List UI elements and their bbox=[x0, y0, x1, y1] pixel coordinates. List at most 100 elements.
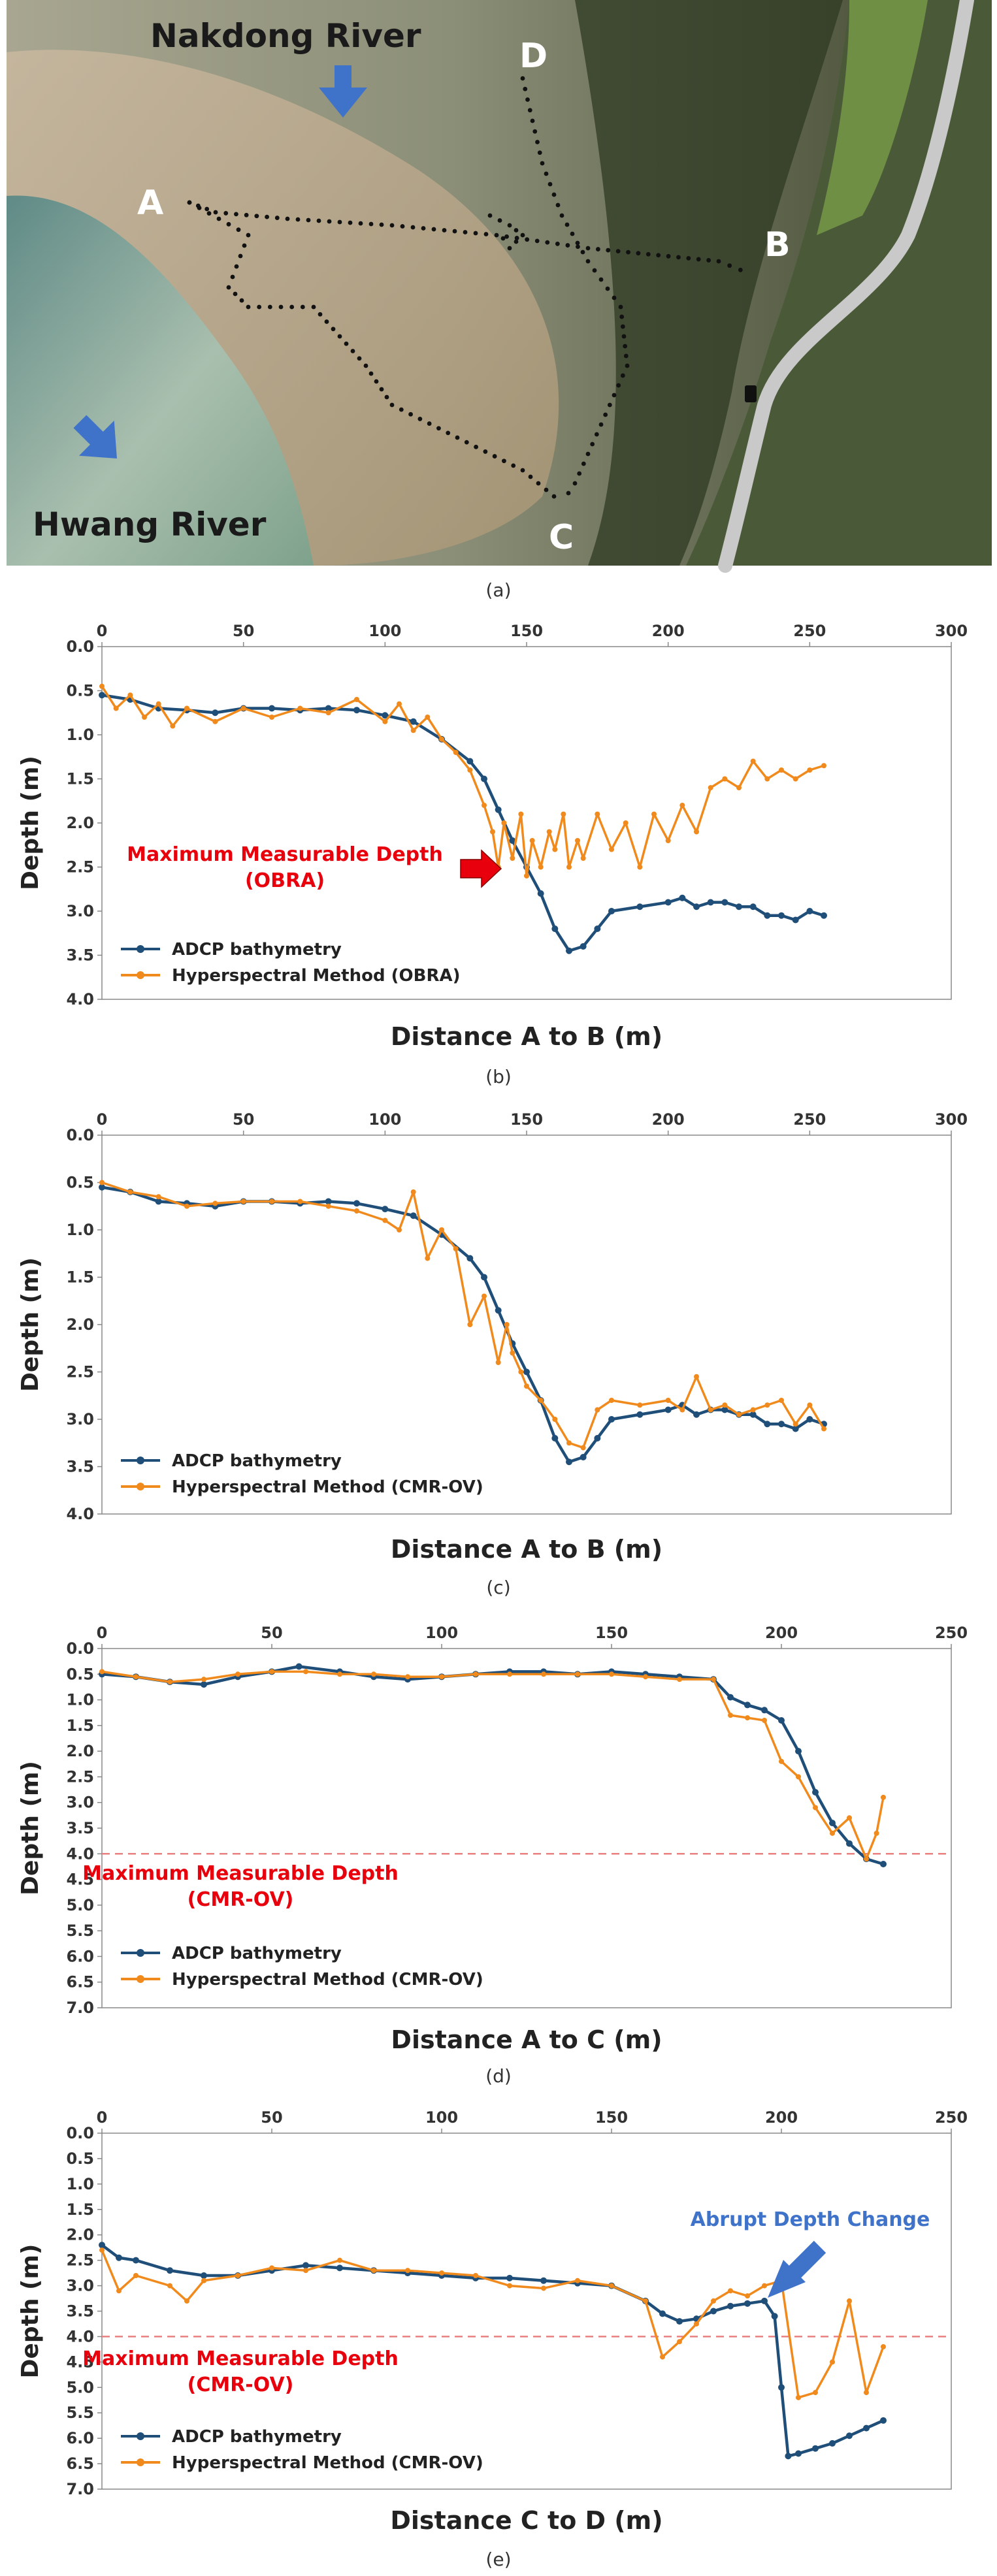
caption-a: (a) bbox=[485, 579, 511, 601]
track-dot bbox=[511, 463, 516, 468]
data-point bbox=[609, 1671, 614, 1677]
track-dot bbox=[514, 236, 519, 240]
y-tick-label: 0.5 bbox=[66, 1665, 94, 1683]
data-point bbox=[812, 1789, 819, 1795]
track-dot bbox=[525, 97, 530, 102]
data-point bbox=[212, 709, 219, 716]
data-point bbox=[863, 2424, 870, 2432]
data-point bbox=[594, 1435, 601, 1441]
data-point bbox=[566, 1458, 572, 1466]
data-point bbox=[793, 776, 798, 782]
data-point bbox=[410, 728, 416, 733]
annotation-max-depth: (CMR-OV) bbox=[188, 1888, 294, 1911]
track-dot bbox=[368, 221, 374, 227]
data-point bbox=[778, 1421, 785, 1428]
chart-e: 0 50 100 150 200 250 0.0 0.5 1.0 1.5 2.0 2.5 3.0 3.5 4… bbox=[17, 2108, 968, 2570]
track-dot bbox=[431, 227, 436, 232]
data-point bbox=[297, 1199, 303, 1204]
data-point bbox=[677, 1677, 682, 1682]
data-point bbox=[382, 1206, 389, 1213]
track-dot bbox=[446, 430, 451, 436]
track-dot bbox=[585, 259, 591, 264]
data-point bbox=[711, 2298, 716, 2304]
legend-label: Hyperspectral Method (CMR-OV) bbox=[172, 1970, 483, 1989]
y-tick-label: 1.0 bbox=[66, 1221, 94, 1239]
data-point bbox=[504, 1322, 510, 1327]
data-point bbox=[466, 758, 474, 765]
track-dot bbox=[452, 229, 457, 234]
x-tick-label: 50 bbox=[261, 2108, 282, 2127]
data-point bbox=[566, 947, 572, 954]
legend-swatch-marker bbox=[137, 2458, 144, 2466]
series-adcp bbox=[99, 1663, 887, 1867]
data-point bbox=[694, 1374, 699, 1379]
x-tick-label: 250 bbox=[935, 1624, 968, 1642]
track-dot bbox=[621, 334, 627, 339]
charts: 0 50 100 150 200 250 300 0.0 0.5 1.0 1.5 2.0 2.5 3.0 3… bbox=[17, 622, 968, 2570]
data-point bbox=[397, 1227, 402, 1232]
y-tick-label: 2.0 bbox=[66, 814, 94, 832]
caption: (c) bbox=[486, 1577, 510, 1598]
data-point bbox=[795, 2450, 802, 2457]
track-dot bbox=[555, 202, 561, 208]
track-dot bbox=[615, 249, 621, 254]
data-point bbox=[155, 1194, 161, 1200]
track-dot bbox=[236, 227, 241, 233]
road bbox=[718, 0, 974, 573]
track-dot bbox=[350, 349, 355, 353]
y-tick-label: 0.0 bbox=[66, 1639, 94, 1658]
data-point bbox=[651, 811, 657, 817]
track-dot bbox=[410, 225, 416, 230]
data-point bbox=[354, 697, 359, 702]
track-dot bbox=[686, 255, 691, 261]
data-point bbox=[761, 1707, 768, 1714]
data-point bbox=[212, 1200, 218, 1206]
caption: (d) bbox=[485, 2065, 512, 2087]
data-point bbox=[133, 2257, 139, 2264]
track-dot bbox=[368, 371, 374, 376]
y-tick-label: 0.0 bbox=[66, 2124, 94, 2142]
data-point bbox=[580, 943, 587, 950]
data-point bbox=[795, 1748, 802, 1755]
series-hyperspectral bbox=[99, 1180, 826, 1451]
data-point bbox=[510, 1350, 515, 1356]
track-dot bbox=[696, 257, 701, 262]
track-dot bbox=[226, 221, 231, 227]
y-tick-label: 1.0 bbox=[66, 1691, 94, 1709]
data-point bbox=[778, 2384, 785, 2391]
track-dot bbox=[727, 263, 732, 268]
data-point bbox=[99, 692, 105, 699]
track-dot bbox=[532, 129, 538, 134]
track-dot bbox=[379, 387, 384, 392]
data-point bbox=[405, 1674, 410, 1680]
data-point bbox=[761, 2297, 768, 2304]
track-dot bbox=[598, 422, 604, 427]
data-point bbox=[142, 715, 147, 720]
data-point bbox=[133, 2273, 139, 2278]
track-dot bbox=[474, 444, 478, 449]
track-dot bbox=[527, 108, 532, 113]
data-point bbox=[594, 926, 601, 932]
data-point bbox=[750, 758, 756, 764]
track-dot bbox=[348, 220, 353, 225]
x-tick-label: 100 bbox=[368, 1110, 401, 1129]
data-point bbox=[540, 2277, 547, 2284]
track-dot bbox=[187, 200, 192, 205]
hwang-arrow-icon bbox=[73, 415, 117, 459]
data-point bbox=[710, 2308, 717, 2315]
data-point bbox=[779, 1758, 784, 1764]
track-dot bbox=[507, 223, 512, 228]
series-line bbox=[101, 1670, 885, 1860]
data-point bbox=[796, 2394, 801, 2400]
y-tick-label: 7.0 bbox=[66, 2480, 94, 2498]
track-dot bbox=[244, 212, 249, 217]
y-tick-label: 1.5 bbox=[66, 770, 94, 788]
track-dot bbox=[483, 232, 489, 236]
data-point bbox=[561, 811, 566, 817]
data-point bbox=[636, 1411, 644, 1418]
legend-swatch-marker bbox=[137, 1949, 144, 1957]
data-point bbox=[353, 1200, 360, 1207]
data-point bbox=[881, 1794, 886, 1800]
legend-label: ADCP bathymetry bbox=[172, 2427, 342, 2447]
track-dot bbox=[399, 407, 404, 412]
